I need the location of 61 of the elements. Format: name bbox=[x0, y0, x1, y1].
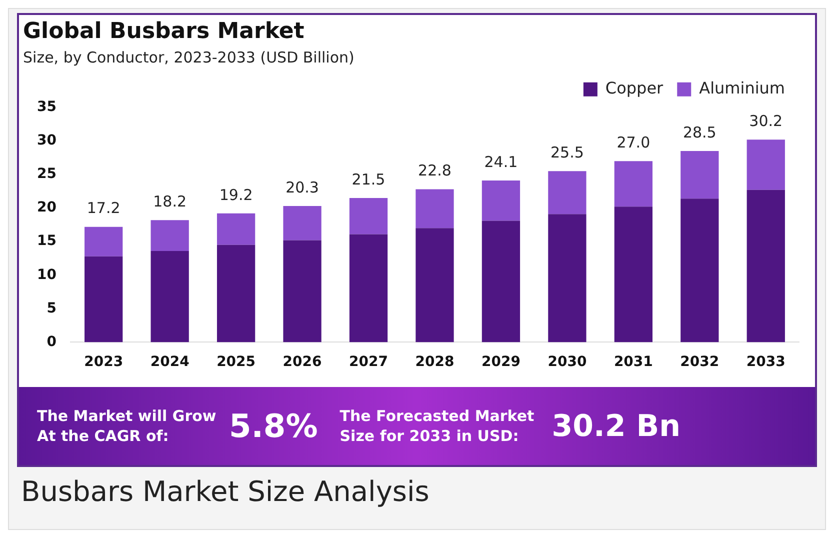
total-label: 21.5 bbox=[352, 170, 386, 188]
bar bbox=[216, 244, 256, 342]
x-tick-label: 2030 bbox=[548, 354, 587, 370]
total-label: 17.2 bbox=[86, 199, 120, 218]
y-tick-label: 25 bbox=[37, 166, 56, 182]
bar bbox=[614, 206, 652, 342]
bar bbox=[548, 214, 586, 342]
bar bbox=[482, 180, 520, 221]
bar bbox=[746, 190, 785, 342]
bar bbox=[482, 220, 520, 342]
total-label: 24.1 bbox=[484, 152, 518, 171]
text: The Forecasted Market Size for 2033 in USD: bbox=[340, 406, 536, 446]
bar bbox=[680, 151, 719, 199]
total-label: 19.2 bbox=[219, 186, 253, 204]
legend-label: Copper bbox=[605, 78, 664, 98]
x-tick-label: 2027 bbox=[349, 354, 388, 370]
y-tick-label: 15 bbox=[37, 233, 56, 250]
total-label: 25.5 bbox=[550, 144, 584, 162]
x-tick-label: 2033 bbox=[746, 354, 786, 370]
bar bbox=[216, 213, 256, 245]
total-label: 22.8 bbox=[418, 162, 452, 180]
total-label: 27.0 bbox=[616, 133, 650, 152]
x-tick-label: 2024 bbox=[150, 354, 190, 370]
legend-label: Aluminium bbox=[699, 78, 785, 98]
x-tick-label: 2031 bbox=[614, 354, 653, 370]
bar bbox=[746, 140, 785, 190]
x-tick-label: 2029 bbox=[481, 354, 520, 370]
bar bbox=[150, 250, 189, 342]
bar bbox=[614, 161, 652, 207]
chart-title: Global Busbars Market bbox=[23, 18, 305, 44]
total-label: 20.3 bbox=[286, 178, 319, 196]
bar bbox=[349, 234, 388, 342]
total-label: 30.2 bbox=[749, 112, 783, 130]
x-tick-label: 2026 bbox=[282, 354, 322, 370]
x-tick-label: 2023 bbox=[84, 354, 124, 370]
bar bbox=[416, 189, 454, 228]
bar bbox=[283, 206, 322, 240]
x-tick-label: 2025 bbox=[216, 354, 256, 370]
y-tick-label: 20 bbox=[37, 200, 57, 216]
y-tick-label: 5 bbox=[46, 300, 56, 316]
total-label: 28.5 bbox=[682, 123, 716, 142]
chart-subtitle: Size, by Conductor, 2023-2033 (USD Billion) bbox=[23, 48, 354, 66]
bar bbox=[150, 220, 189, 251]
bar bbox=[283, 240, 322, 342]
x-tick-label: 2028 bbox=[415, 354, 454, 370]
bar bbox=[84, 256, 123, 342]
bar bbox=[349, 198, 388, 234]
bar bbox=[416, 228, 454, 342]
bar bbox=[548, 171, 586, 214]
y-tick-label: 10 bbox=[37, 266, 57, 283]
y-tick-label: 35 bbox=[37, 99, 56, 116]
text: The Market will Grow At the CAGR of: bbox=[37, 406, 217, 446]
text: Busbars Market Size Analysis bbox=[21, 475, 430, 508]
text: 5.8% bbox=[229, 407, 318, 445]
y-tick-label: 0 bbox=[46, 334, 57, 350]
text: 30.2 Bn bbox=[552, 408, 680, 444]
total-label: 18.2 bbox=[153, 192, 187, 210]
x-tick-label: 2032 bbox=[680, 354, 720, 370]
bar bbox=[680, 198, 719, 342]
y-tick-label: 30 bbox=[37, 132, 57, 149]
bar bbox=[84, 226, 123, 256]
